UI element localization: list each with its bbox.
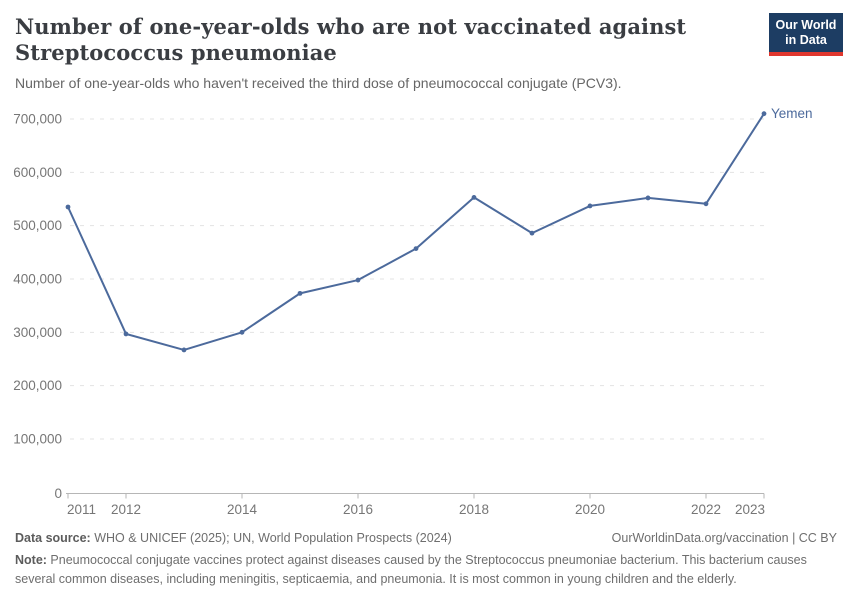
note-label: Note: <box>15 553 47 567</box>
x-axis <box>66 493 765 499</box>
data-point[interactable] <box>645 195 651 201</box>
entity-label[interactable]: Yemen <box>771 106 813 121</box>
svg-text:0: 0 <box>54 486 62 501</box>
chart-note: Note: Pneumococcal conjugate vaccines pr… <box>15 551 837 589</box>
svg-text:700,000: 700,000 <box>13 112 62 127</box>
chart-subtitle: Number of one-year-olds who haven't rece… <box>15 75 622 91</box>
svg-text:2018: 2018 <box>459 502 489 517</box>
data-source-text: WHO & UNICEF (2025); UN, World Populatio… <box>90 531 452 545</box>
svg-text:2020: 2020 <box>575 502 605 517</box>
x-axis-labels: 2011 2012 2014 2016 2018 2020 2022 2023 <box>67 502 765 517</box>
data-point[interactable] <box>761 111 767 117</box>
svg-text:400,000: 400,000 <box>13 271 62 286</box>
data-point[interactable] <box>413 246 419 251</box>
data-source: Data source: WHO & UNICEF (2025); UN, Wo… <box>15 531 452 545</box>
data-source-label: Data source: <box>15 531 91 545</box>
citation-link[interactable]: OurWorldinData.org/vaccination | CC BY <box>611 531 837 545</box>
y-axis-labels: 0 100,000 200,000 300,000 400,000 500,000 600,… <box>13 112 62 502</box>
owid-logo[interactable]: Our World in Data <box>769 13 843 56</box>
svg-text:2023: 2023 <box>735 502 765 517</box>
data-point[interactable] <box>703 201 709 207</box>
data-point[interactable] <box>123 331 129 337</box>
owid-logo-line2: in Data <box>785 33 827 47</box>
y-gridlines <box>70 118 764 440</box>
owid-logo-line1: Our World <box>775 18 837 32</box>
page-title: Number of one-year-olds who are not vacc… <box>15 14 687 65</box>
data-point[interactable] <box>297 290 303 296</box>
note-text: Pneumococcal conjugate vaccines protect … <box>15 553 807 586</box>
data-point[interactable] <box>587 203 593 209</box>
data-point[interactable] <box>355 277 361 283</box>
svg-text:2022: 2022 <box>691 502 721 517</box>
svg-text:2011: 2011 <box>67 502 96 517</box>
svg-text:100,000: 100,000 <box>13 431 62 446</box>
data-point[interactable] <box>65 204 71 210</box>
svg-text:500,000: 500,000 <box>13 218 62 233</box>
svg-text:200,000: 200,000 <box>13 378 62 393</box>
svg-text:2014: 2014 <box>227 502 258 517</box>
svg-text:600,000: 600,000 <box>13 165 62 180</box>
data-point[interactable] <box>181 347 187 353</box>
data-line-yemen[interactable] <box>65 111 767 353</box>
data-point[interactable] <box>471 194 477 200</box>
svg-text:2012: 2012 <box>111 502 141 517</box>
data-point[interactable] <box>239 329 245 335</box>
data-point[interactable] <box>529 230 535 236</box>
svg-text:300,000: 300,000 <box>13 325 62 340</box>
svg-text:2016: 2016 <box>343 502 373 517</box>
